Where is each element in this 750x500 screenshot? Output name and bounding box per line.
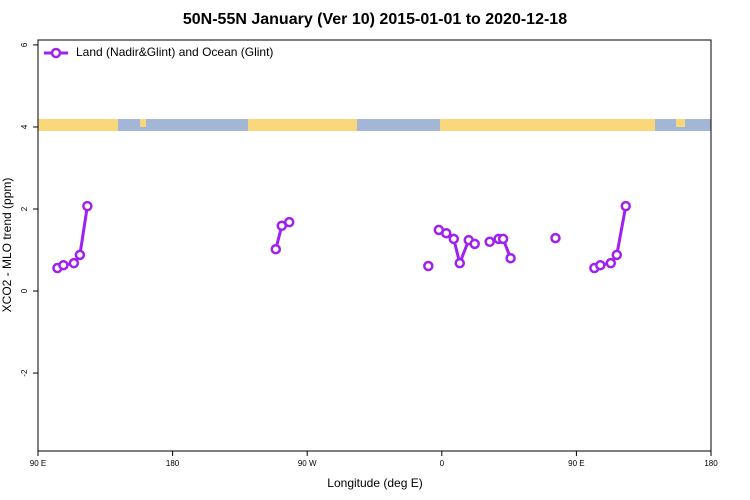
point — [469, 238, 480, 250]
point — [448, 233, 460, 245]
series-line — [56, 205, 628, 270]
y-tick-label: 4 — [20, 124, 29, 129]
point — [454, 257, 465, 269]
point — [58, 259, 69, 271]
x-axis-label: Longitude (deg E) — [327, 476, 422, 490]
point — [550, 232, 561, 244]
legend-label: Land (Nadir&Glint) and Ocean (Glint) — [76, 45, 273, 59]
point — [611, 249, 623, 261]
point — [74, 249, 86, 261]
point — [620, 200, 632, 212]
land-ocean-strip — [38, 119, 711, 131]
point — [505, 252, 516, 264]
chart-title: 50N-55N January (Ver 10) 2015-01-01 to 2… — [183, 11, 567, 28]
point — [441, 227, 452, 239]
y-axis-label: XCO2 - MLO trend (ppm) — [0, 178, 14, 313]
y-tick-label: 2 — [20, 206, 29, 211]
x-tick-label: 90 W — [298, 459, 317, 468]
y-tick-label: 0 — [20, 288, 29, 293]
y-tick-label: -2 — [20, 369, 29, 377]
point — [423, 260, 434, 272]
point — [270, 243, 282, 255]
x-tick-label: 180 — [704, 459, 718, 468]
x-tick-label: 90 E — [30, 459, 46, 468]
y-tick-label: 6 — [20, 42, 29, 47]
legend-marker — [50, 47, 62, 59]
plot-frame — [37, 39, 712, 452]
point — [605, 257, 617, 269]
point — [484, 236, 495, 248]
point — [284, 216, 295, 228]
point — [82, 200, 93, 212]
x-tick-label: 0 — [440, 459, 445, 468]
point — [497, 233, 509, 245]
point — [68, 257, 80, 269]
x-tick-label: 180 — [166, 459, 180, 468]
point — [595, 259, 606, 271]
x-tick-label: 90 E — [568, 459, 584, 468]
